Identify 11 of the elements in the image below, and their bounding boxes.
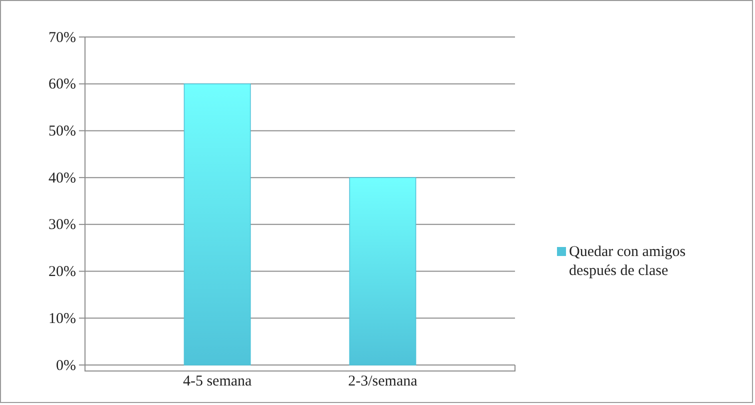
y-tick-label: 40%: [48, 170, 76, 186]
y-tick-label: 20%: [48, 264, 76, 280]
y-tick-label: 10%: [48, 310, 76, 327]
y-tick-label: 70%: [48, 30, 76, 46]
y-tick-label: 50%: [48, 124, 76, 140]
y-tick-label: 0%: [56, 358, 76, 374]
y-tick-label: 30%: [48, 217, 76, 234]
legend-label: Quedar con amigos después de clase: [569, 244, 686, 279]
x-tick-label: 2-3/semana: [348, 374, 418, 390]
y-tick-label: 60%: [48, 76, 76, 93]
x-tick-label: 4-5 semana: [182, 374, 252, 390]
